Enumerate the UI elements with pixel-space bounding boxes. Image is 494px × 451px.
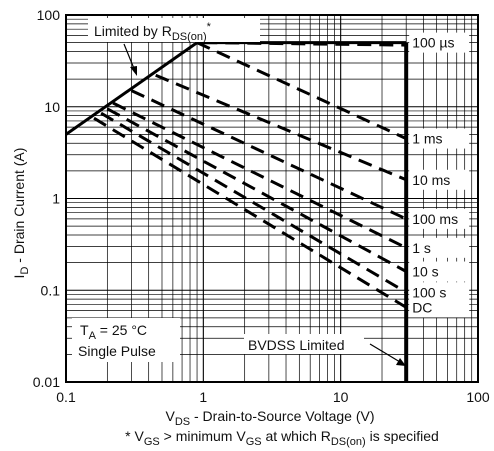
series-label-bg [409,32,470,53]
series-label: 100 µs [412,35,454,51]
series-line [112,101,407,250]
limited-main: Limited by R [94,23,172,39]
series-label: 1 ms [412,131,442,147]
series-label-bg [409,208,470,229]
x-label-sub: DS [175,416,190,428]
series-line [155,73,407,182]
rdson-limit-line [65,41,198,136]
series-line [100,111,407,294]
series-label-bg [409,261,470,282]
x-label-main: V [165,408,175,424]
x-tick-label: 10 [333,389,349,405]
ta-rest: = 25 °C [96,322,147,338]
fn-gs1: GS [144,436,160,448]
series-labels: 100 µs 1 ms 10 ms 100 ms 1 s 10 s 100 sDC [409,32,470,318]
x-tick-label: 100 [466,389,490,405]
series-line [196,41,407,140]
ta-sub: A [89,330,97,342]
y-tick-label: 0.01 [33,374,60,390]
series-line [93,116,407,309]
x-tick-label: 1 [199,389,207,405]
footnote: * VGS > minimum VGS at which RDS(on) is … [125,428,439,448]
y-label-sub: D [19,267,31,275]
limited-star: * [207,21,212,33]
series-line [106,107,407,273]
series-label: 10 s [412,264,438,280]
svg-text:Limited by RDS(on)*: Limited by RDS(on)* [94,21,212,43]
series-label-bg [409,282,470,303]
fn-rds: DS(on) [331,436,366,448]
plot-frame [65,14,479,383]
series-label-bg [409,297,470,318]
y-label-rest: - Drain Current (A) [11,148,27,267]
y-axis-label: ID - Drain Current (A) [11,148,31,279]
fn-gs2: GS [246,436,262,448]
ta-main: T [80,322,89,338]
series-label: 100 s [412,284,446,300]
fn-mid2: at which R [262,428,331,444]
x-tick-label: 0.1 [56,389,76,405]
series-label: DC [412,299,432,315]
limit-lines [65,41,409,382]
limited-annotation: Limited by RDS(on)* [88,18,260,76]
y-tick-label: 0.1 [41,282,61,298]
y-tick-label: 1 [52,191,60,207]
fn-mid: > minimum V [160,428,247,444]
y-tick-label: 10 [44,99,60,115]
limited-sub: DS(on) [172,31,207,43]
y-tick-label: 100 [37,7,61,23]
series-label: 100 ms [412,211,458,227]
series-label-bg [409,237,470,258]
fn-end: is specified [366,428,439,444]
series-line [130,89,407,221]
series-label: 10 ms [412,172,450,188]
x-label-rest: - Drain-to-Source Voltage (V) [190,408,374,424]
fn-star: * V [125,428,144,444]
bvdss-annotation: BVDSS Limited [244,334,406,366]
series-label: 1 s [412,240,431,256]
svg-text:TA = 25 °C: TA = 25 °C [80,322,147,342]
single-pulse-label: Single Pulse [78,343,156,359]
series-label-bg [409,128,470,149]
x-axis-label: VDS - Drain-to-Source Voltage (V) [165,408,374,428]
y-label-main: I [11,275,27,279]
conditions-annotation: TA = 25 °C Single Pulse [72,318,180,362]
series-label-bg [409,169,470,190]
bvdss-label: BVDSS Limited [248,337,344,353]
